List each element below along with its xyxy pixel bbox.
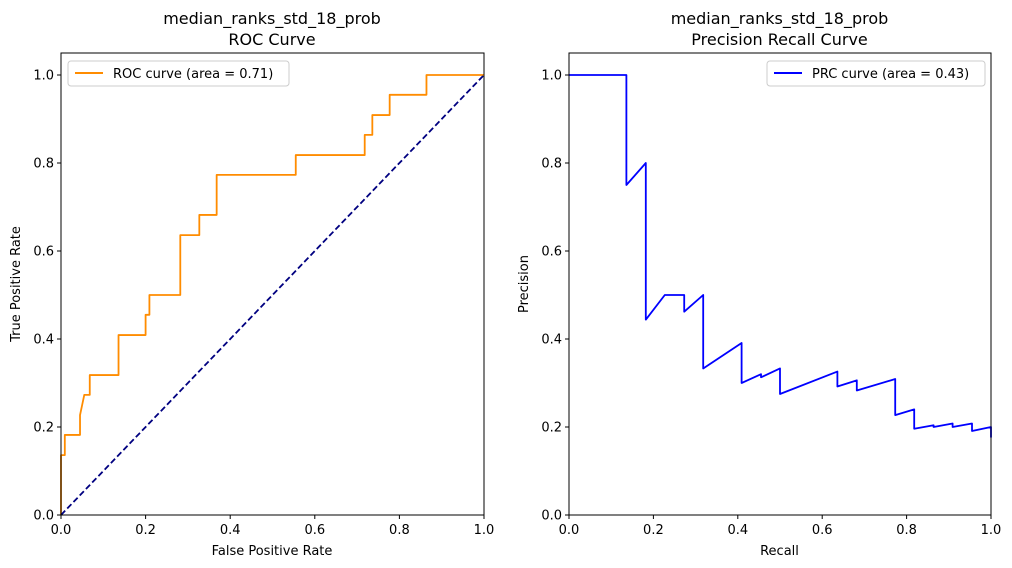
roc-x-tick-label: 0.8 [389,523,410,538]
prc-x-tick-label: 0.0 [559,523,580,538]
roc-x-tick-label: 1.0 [474,523,495,538]
prc-subtitle: Precision Recall Curve [691,30,868,49]
roc-x-tick-label: 0.4 [220,523,241,538]
prc-x-tick-label: 0.2 [643,523,664,538]
prc-y-tick-label: 0.8 [541,157,562,172]
prc-y-tick-label: 0.6 [541,245,562,260]
roc-y-tick-label: 0.8 [33,157,54,172]
roc-panel: median_ranks_std_18_prob ROC Curve 0.0 0.… [9,9,494,559]
prc-x-tick-label: 0.8 [896,523,917,538]
roc-y-axis-label: True Positive Rate [9,226,24,343]
prc-y-tick-label: 0.0 [541,509,562,524]
roc-y-tick-label: 0.6 [33,245,54,260]
prc-panel: median_ranks_std_18_prob Precision Recal… [517,9,1001,559]
prc-legend-label: PRC curve (area = 0.43) [812,67,969,82]
roc-y-tick-label: 0.0 [33,509,54,524]
prc-curve-line [569,74,992,438]
prc-x-tick-label: 0.4 [727,523,748,538]
roc-x-tick-label: 0.6 [304,523,325,538]
roc-legend-box [67,60,290,87]
prc-y-tick-label: 1.0 [541,69,562,84]
prc-y-tick-label: 0.2 [541,421,562,436]
roc-curve-line [60,74,484,515]
prc-y-axis-label: Precision [517,255,532,313]
roc-subtitle: ROC Curve [228,30,315,49]
roc-y-tick-label: 0.4 [33,333,54,348]
prc-y-tick-label: 0.4 [541,333,562,348]
prc-legend: PRC curve (area = 0.43) [766,60,986,87]
prc-axes-frame [568,52,992,516]
prc-x-tick-label: 0.6 [812,523,833,538]
roc-chance-line [60,74,485,516]
roc-y-tick-label: 1.0 [33,69,54,84]
prc-x-axis-label: Recall [760,544,799,559]
roc-axes-frame [60,52,485,516]
roc-y-tick-label: 0.2 [33,421,54,436]
roc-x-tick-label: 0.0 [51,523,72,538]
roc-plot-area: 0.0 0.2 0.4 0.6 0.8 1.0 0.0 0.2 0.4 0.6 0.8 1.0 [33,52,495,538]
roc-legend-label: ROC curve (area = 0.71) [113,67,273,82]
prc-plot-area: 0.0 0.2 0.4 0.6 0.8 1.0 0.0 0.2 0.4 0.6 0.8 1.0 [541,52,1002,538]
roc-title: median_ranks_std_18_prob [163,9,381,29]
prc-legend-box [766,60,986,87]
roc-x-axis-label: False Positive Rate [212,544,333,559]
prc-title: median_ranks_std_18_prob [671,9,889,29]
roc-legend: ROC curve (area = 0.71) [67,60,290,87]
roc-x-tick-label: 0.2 [135,523,156,538]
prc-x-tick-label: 1.0 [981,523,1002,538]
